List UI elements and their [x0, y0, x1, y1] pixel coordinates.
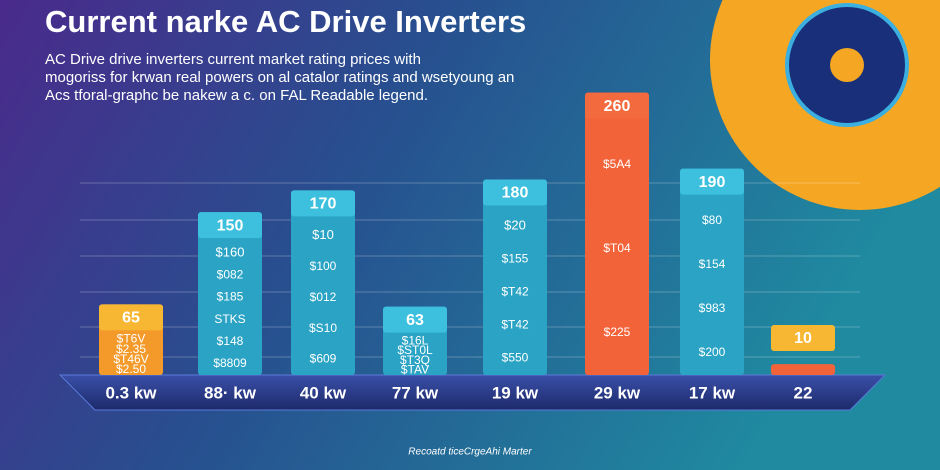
subtitle: AC Drive drive inverters current market … — [45, 51, 421, 68]
x-tick-label: 17 kw — [689, 383, 736, 402]
bar — [291, 190, 355, 375]
bar-cap — [291, 190, 355, 217]
value-label: 10 — [794, 330, 812, 347]
subtitle: Acs tforal-graphc be nakew a c. on FAL R… — [45, 87, 428, 104]
bar-inner-label: $2.35 — [116, 342, 146, 356]
bar-inner-label: $TAV — [401, 362, 429, 376]
bar-inner-label: $200 — [699, 345, 726, 359]
x-tick-label: 0.3 kw — [105, 383, 157, 402]
bar-cap — [99, 304, 163, 331]
bar-inner-label: $155 — [502, 251, 529, 265]
bar-inner-label: $8809 — [213, 356, 247, 370]
chart-title: Current narke AC Drive Inverters — [45, 4, 526, 39]
bar-inner-label: $T04 — [603, 241, 631, 255]
bar-inner-label: STKS — [214, 312, 245, 326]
bar-inner-label: $S10 — [309, 321, 337, 335]
bar-inner-label: $100 — [310, 259, 337, 273]
bar — [483, 179, 547, 375]
bar-inner-label: $225 — [604, 325, 631, 339]
bar-cap — [771, 325, 835, 351]
x-tick-label: 22 — [794, 383, 813, 402]
footer: Recoatd ticeCrgeAhi Marter — [408, 447, 532, 458]
value-label: 150 — [217, 217, 244, 234]
value-label: 260 — [604, 98, 631, 115]
x-tick-label: 19 kw — [492, 383, 539, 402]
value-label: 63 — [406, 312, 424, 329]
bar-cap — [198, 212, 262, 239]
bar-inner-label: $16L — [402, 334, 429, 348]
x-tick-label: 29 kw — [594, 383, 641, 402]
x-tick-label: 40 kw — [300, 383, 347, 402]
bar-cap — [383, 306, 447, 333]
bar — [680, 168, 744, 375]
bar-cap — [483, 179, 547, 206]
bar-inner-label: $T42 — [501, 318, 529, 332]
bar-inner-label: $T42 — [501, 284, 529, 298]
bar-inner-label: $20 — [504, 217, 526, 232]
bar-inner-label: $2.50 — [116, 362, 146, 376]
bar — [771, 364, 835, 375]
value-label: 65 — [122, 310, 140, 327]
value-label: 170 — [310, 196, 337, 213]
bar-inner-label: $609 — [310, 352, 337, 366]
bar-inner-label: $T6V — [117, 332, 146, 346]
bar-inner-label: $550 — [502, 351, 529, 365]
bar-cap — [585, 92, 649, 119]
bar — [198, 212, 262, 375]
subtitle: mogoriss for krwan real powers on al cat… — [45, 69, 514, 86]
x-tick-label: 77 kw — [392, 383, 439, 402]
bar-inner-label: $983 — [699, 301, 726, 315]
bar-inner-label: $012 — [310, 290, 337, 304]
bar-inner-label: $148 — [217, 334, 244, 348]
bar-inner-label: $5A4 — [603, 157, 631, 171]
x-tick-label: 88· kw — [204, 383, 257, 402]
bar-inner-label: $160 — [216, 245, 245, 260]
platform — [58, 374, 887, 411]
bar-inner-label: $185 — [217, 290, 244, 304]
bar-inner-label: $80 — [702, 213, 722, 227]
value-label: 190 — [699, 174, 726, 191]
bar-inner-label: $10 — [312, 227, 334, 242]
bar-cap — [680, 168, 744, 195]
value-label: 180 — [502, 185, 529, 202]
bar-inner-label: $T46V — [113, 352, 148, 366]
bar — [585, 92, 649, 375]
bar-inner-label: $154 — [699, 257, 726, 271]
bar-inner-label: $ST0L — [397, 343, 433, 357]
icon-coin — [830, 48, 864, 82]
bar-inner-label: $T3Q — [400, 353, 430, 367]
bar-inner-label: $082 — [217, 267, 244, 281]
